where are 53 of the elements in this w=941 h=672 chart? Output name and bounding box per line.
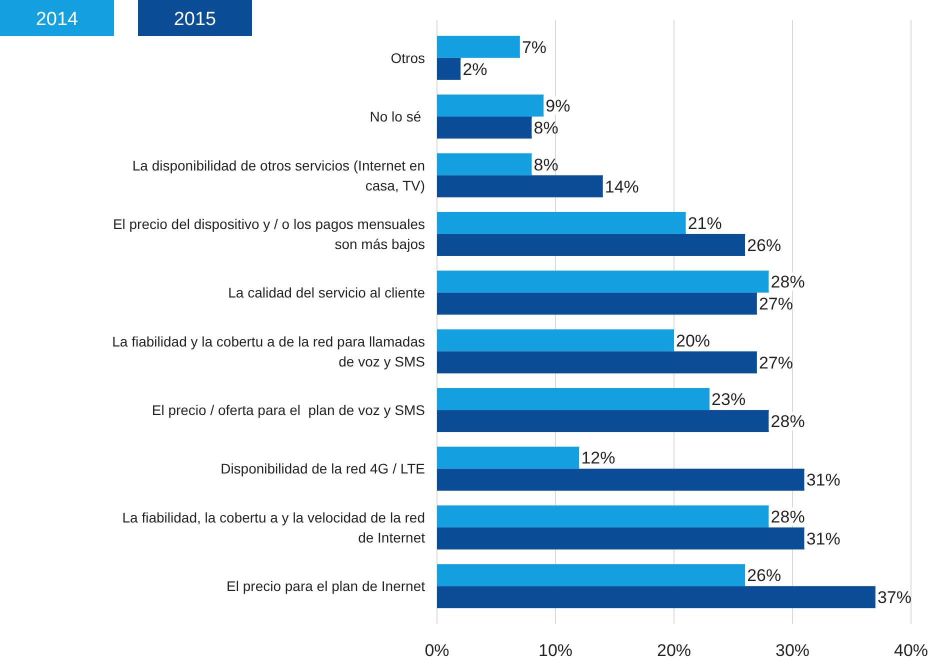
- data-label: 28%: [770, 412, 805, 432]
- bar: [437, 586, 876, 608]
- bar: [437, 292, 757, 315]
- data-label: 27%: [758, 294, 793, 314]
- x-tick-label: 20%: [656, 641, 692, 660]
- bar: [437, 446, 580, 469]
- text: 2014: [36, 9, 79, 30]
- data-label: 23%: [712, 390, 746, 410]
- bar: [437, 564, 746, 586]
- bar: [437, 175, 603, 198]
- bar: [437, 36, 520, 58]
- text: 2015: [174, 9, 216, 30]
- bar: [437, 388, 710, 410]
- bar: [437, 468, 804, 491]
- data-label: 12%: [581, 448, 616, 468]
- data-label: 26%: [747, 236, 782, 255]
- data-label: 31%: [806, 529, 840, 548]
- data-label: 28%: [770, 507, 805, 526]
- x-tick-label: 30%: [775, 641, 810, 660]
- x-tick-label: 0%: [424, 641, 450, 660]
- data-label: 14%: [604, 177, 639, 196]
- data-label: 21%: [688, 214, 722, 233]
- bar: [437, 351, 757, 374]
- y-tick-label: El precio para el plan de Inernet: [226, 578, 426, 594]
- data-label: 26%: [747, 566, 782, 586]
- y-tick-label: La fiabilidad y la cobertu a de la red para llamadas de voz y SMS: [112, 333, 425, 370]
- bar: [437, 329, 674, 352]
- data-label: 31%: [806, 470, 840, 490]
- bar: [437, 527, 804, 550]
- data-label: 9%: [546, 96, 570, 116]
- data-label: 37%: [877, 588, 912, 608]
- data-label: 27%: [758, 353, 793, 372]
- y-tick-label: Otros: [390, 50, 425, 66]
- bar: [437, 212, 686, 234]
- data-label: 8%: [534, 155, 558, 174]
- y-tick-label: El precio / oferta para el plan de voz y SMS: [152, 402, 425, 418]
- y-tick-label: Disponibilidad de la red 4G / LTE: [220, 460, 425, 477]
- x-tick-label: 40%: [894, 641, 928, 660]
- y-tick-label: El precio del dispositivo y / o los pagos mensuales son más bajos: [112, 216, 425, 252]
- bar: [437, 234, 746, 256]
- y-tick-label: La calidad del servicio al cliente: [228, 284, 426, 301]
- bar: [437, 116, 532, 139]
- bar: [437, 58, 461, 80]
- y-tick-label: La disponibilidad de otros servicios (Internet en casa, TV): [132, 157, 425, 194]
- data-label: 7%: [522, 38, 547, 57]
- data-label: 20%: [676, 331, 710, 350]
- y-tick-label: La fiabilidad, la cobertu a y la velocidad de la red de Internet: [122, 509, 426, 546]
- data-label: 28%: [770, 272, 805, 292]
- x-tick-label: 10%: [538, 641, 573, 660]
- data-label: 2%: [462, 60, 488, 79]
- y-tick-label: No lo sé: [370, 108, 425, 125]
- bar: [437, 153, 532, 176]
- data-label: 8%: [534, 118, 558, 138]
